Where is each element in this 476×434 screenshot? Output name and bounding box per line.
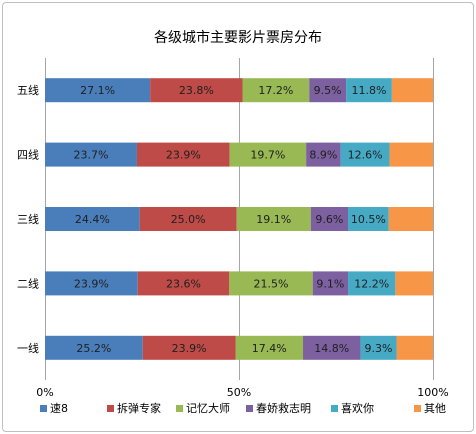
y-tick-label: 五线: [17, 83, 39, 97]
bar-segment: [348, 207, 389, 231]
bar-segment: [360, 335, 397, 360]
bar-segment: [348, 271, 396, 296]
data-label: 9.6%: [315, 213, 343, 226]
bar-segment: [45, 142, 137, 167]
x-axis-labels: 0% 50% 100%: [36, 386, 448, 399]
data-label: 12.6%: [348, 149, 383, 162]
bars: 27.1% 23.8% 17.2% 9.5% 11.8% 23.7% 23.9% 19.7% 8…: [45, 78, 433, 360]
data-label: 23.9%: [74, 277, 109, 290]
data-label: 19.1%: [256, 213, 291, 226]
y-tick-label: 四线: [17, 148, 39, 162]
bar-segment: [312, 271, 349, 296]
bar-segment: [346, 78, 392, 103]
bar-segment: [235, 335, 304, 360]
bar-segment: [45, 335, 143, 360]
data-label: 23.6%: [166, 277, 201, 290]
bar-segment: [309, 78, 347, 103]
data-label: 23.9%: [166, 149, 201, 162]
y-tick-label: 一线: [17, 341, 39, 355]
y-tick-label: 二线: [17, 276, 39, 290]
bar-segment: [229, 142, 307, 167]
data-label: 23.8%: [179, 84, 214, 97]
x-tick-label: 100%: [417, 386, 448, 399]
bar-segment: [306, 142, 341, 167]
bar-segment: [236, 207, 311, 231]
bar-segment: [389, 142, 433, 167]
bar-segment: [310, 207, 349, 231]
bar-segment: [395, 271, 433, 296]
legend-label: 速8: [50, 402, 68, 415]
bar-segment: [142, 335, 236, 360]
bar-segment: [391, 78, 433, 103]
data-label: 25.0%: [171, 213, 206, 226]
data-label: 23.7%: [74, 149, 109, 162]
data-label: 23.9%: [172, 342, 207, 355]
legend-label: 拆弹专家: [117, 401, 161, 415]
bar-segment: [303, 335, 361, 360]
legend-label: 其他: [424, 402, 446, 415]
y-tick-label: 三线: [17, 212, 39, 226]
data-label: 17.2%: [258, 84, 293, 97]
data-label: 11.8%: [352, 84, 387, 97]
data-label: 14.8%: [314, 342, 349, 355]
legend-swatch: [176, 405, 183, 412]
chart-title: 各级城市主要影片票房分布: [154, 29, 322, 46]
data-label: 12.2%: [354, 277, 389, 290]
legend-swatch: [40, 405, 47, 412]
data-label: 24.4%: [75, 213, 110, 226]
data-label: 21.5%: [254, 277, 289, 290]
bar-segment: [229, 271, 313, 296]
data-label: 9.1%: [316, 277, 344, 290]
bar-segment: [45, 207, 140, 231]
legend-label: 记忆大师: [186, 401, 230, 415]
data-label: 10.5%: [351, 213, 386, 226]
data-label: 17.4%: [252, 342, 287, 355]
bar-segment: [137, 271, 230, 296]
legend-label: 春娇救志明: [256, 401, 311, 415]
data-label: 19.7%: [250, 149, 285, 162]
bar-segment: [396, 335, 433, 360]
bar-segment: [139, 207, 237, 231]
bar-segment: [388, 207, 433, 231]
legend-swatch: [414, 405, 421, 412]
data-label: 9.5%: [314, 84, 342, 97]
legend-label: 喜欢你: [341, 401, 374, 415]
x-tick-label: 0%: [36, 386, 53, 399]
bar-segment: [150, 78, 243, 103]
bar-segment: [340, 142, 390, 167]
legend: 速8 拆弹专家 记忆大师 春娇救志明 喜欢你 其他: [40, 401, 446, 415]
bar-segment: [45, 271, 138, 296]
data-label: 9.3%: [365, 342, 393, 355]
legend-swatch: [246, 405, 253, 412]
bar-segment: [242, 78, 310, 103]
x-tick-label: 50%: [227, 386, 251, 399]
bar-segment: [45, 78, 151, 103]
data-label: 25.2%: [76, 342, 111, 355]
bar-segment: [136, 142, 230, 167]
data-label: 8.9%: [309, 149, 337, 162]
legend-swatch: [107, 405, 114, 412]
legend-swatch: [331, 405, 338, 412]
data-label: 27.1%: [80, 84, 115, 97]
